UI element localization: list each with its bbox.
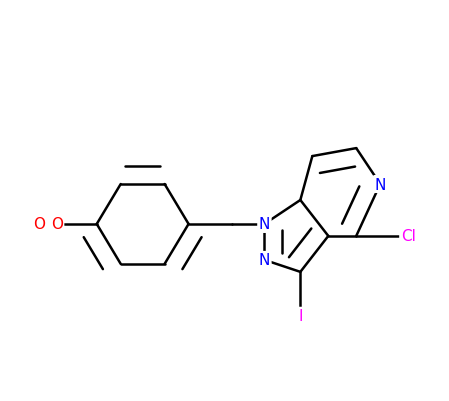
Text: N: N bbox=[259, 217, 270, 232]
Text: O: O bbox=[51, 217, 63, 232]
Text: O: O bbox=[33, 217, 45, 232]
Text: N: N bbox=[259, 253, 270, 268]
Text: I: I bbox=[298, 308, 303, 324]
Text: Cl: Cl bbox=[401, 229, 416, 244]
Text: N: N bbox=[374, 177, 386, 192]
